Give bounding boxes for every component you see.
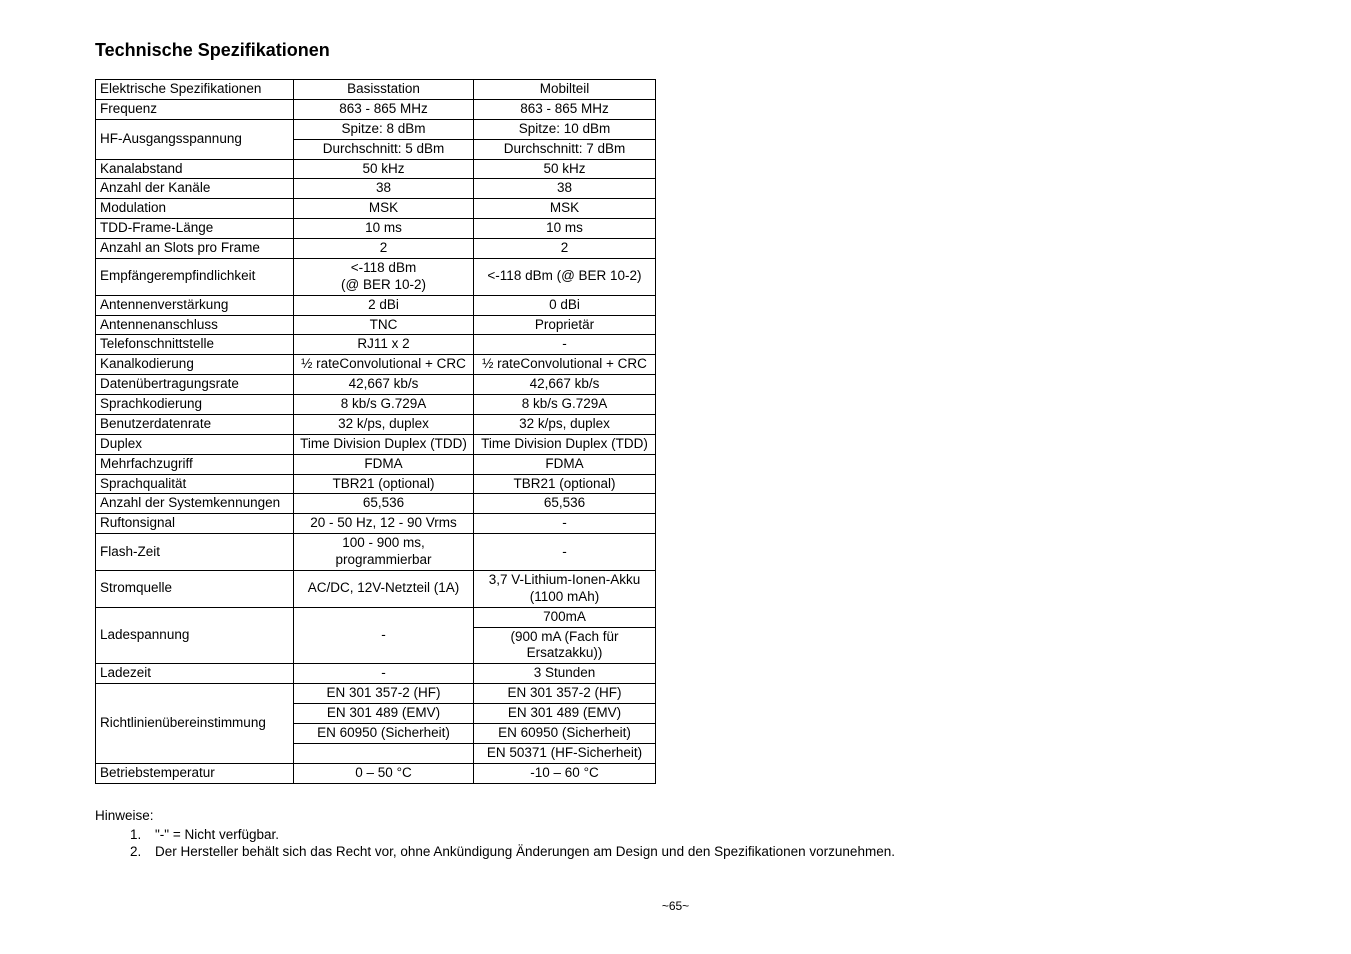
cell-base: EN 60950 (Sicherheit) xyxy=(294,723,474,743)
row-label: Ladespannung xyxy=(96,607,294,664)
note-item: Der Hersteller behält sich das Recht vor… xyxy=(145,844,1256,859)
cell-base: <-118 dBm(@ BER 10-2) xyxy=(294,258,474,295)
cell-base: Durchschnitt: 5 dBm xyxy=(294,139,474,159)
cell-mobile: 10 ms xyxy=(474,219,656,239)
row-label: Betriebstemperatur xyxy=(96,763,294,783)
row-label: Telefonschnittstelle xyxy=(96,335,294,355)
row-label: Benutzerdatenrate xyxy=(96,414,294,434)
cell-base: FDMA xyxy=(294,454,474,474)
row-label: TDD-Frame-Länge xyxy=(96,219,294,239)
cell-mobile: 32 k/ps, duplex xyxy=(474,414,656,434)
row-label: Anzahl der Kanäle xyxy=(96,179,294,199)
row-label: Ruftonsignal xyxy=(96,514,294,534)
row-label: Kanalkodierung xyxy=(96,355,294,375)
cell-base: 65,536 xyxy=(294,494,474,514)
cell-mobile: Proprietär xyxy=(474,315,656,335)
cell-base: EN 301 489 (EMV) xyxy=(294,704,474,724)
row-label: Kanalabstand xyxy=(96,159,294,179)
header-label: Elektrische Spezifikationen xyxy=(96,80,294,100)
row-label: Antennenanschluss xyxy=(96,315,294,335)
cell-base xyxy=(294,743,474,763)
cell-mobile: - xyxy=(474,514,656,534)
header-col: Basisstation xyxy=(294,80,474,100)
row-label: Anzahl der Systemkennungen xyxy=(96,494,294,514)
cell-base: ½ rateConvolutional + CRC xyxy=(294,355,474,375)
cell-base: Time Division Duplex (TDD) xyxy=(294,434,474,454)
cell-base: - xyxy=(294,664,474,684)
cell-base: 38 xyxy=(294,179,474,199)
cell-base: 0 – 50 °C xyxy=(294,763,474,783)
cell-base: TBR21 (optional) xyxy=(294,474,474,494)
cell-mobile: <-118 dBm (@ BER 10-2) xyxy=(474,258,656,295)
cell-mobile: 2 xyxy=(474,239,656,259)
cell-mobile: (900 mA (Fach für Ersatzakku)) xyxy=(474,627,656,664)
row-label: Flash-Zeit xyxy=(96,534,294,571)
notes-section: Hinweise: "-" = Nicht verfügbar. Der Her… xyxy=(95,808,1256,859)
row-label: HF-Ausgangsspannung xyxy=(96,119,294,159)
cell-base: 8 kb/s G.729A xyxy=(294,395,474,415)
cell-mobile: EN 301 489 (EMV) xyxy=(474,704,656,724)
cell-mobile: TBR21 (optional) xyxy=(474,474,656,494)
cell-mobile: - xyxy=(474,335,656,355)
cell-mobile: - xyxy=(474,534,656,571)
cell-mobile: 3,7 V-Lithium-Ionen-Akku (1100 mAh) xyxy=(474,570,656,607)
cell-mobile: 700mA xyxy=(474,607,656,627)
cell-mobile: Durchschnitt: 7 dBm xyxy=(474,139,656,159)
cell-mobile: EN 50371 (HF-Sicherheit) xyxy=(474,743,656,763)
notes-heading: Hinweise: xyxy=(95,808,1256,823)
row-label: Datenübertragungsrate xyxy=(96,375,294,395)
cell-base: RJ11 x 2 xyxy=(294,335,474,355)
cell-base: 50 kHz xyxy=(294,159,474,179)
cell-mobile: ½ rateConvolutional + CRC xyxy=(474,355,656,375)
spec-table: Elektrische SpezifikationenBasisstationM… xyxy=(95,79,656,784)
row-label: Mehrfachzugriff xyxy=(96,454,294,474)
cell-base: EN 301 357-2 (HF) xyxy=(294,684,474,704)
cell-mobile: FDMA xyxy=(474,454,656,474)
cell-base: 42,667 kb/s xyxy=(294,375,474,395)
cell-base: 20 - 50 Hz, 12 - 90 Vrms xyxy=(294,514,474,534)
row-label: Ladezeit xyxy=(96,664,294,684)
cell-base: TNC xyxy=(294,315,474,335)
cell-mobile: 3 Stunden xyxy=(474,664,656,684)
cell-base: 32 k/ps, duplex xyxy=(294,414,474,434)
cell-base: 2 xyxy=(294,239,474,259)
row-label: Frequenz xyxy=(96,99,294,119)
cell-base: - xyxy=(294,607,474,664)
row-label: Empfängerempfindlichkeit xyxy=(96,258,294,295)
cell-base: 863 - 865 MHz xyxy=(294,99,474,119)
cell-base: 100 - 900 ms, programmierbar xyxy=(294,534,474,571)
row-label: Richtlinienübereinstimmung xyxy=(96,684,294,764)
cell-mobile: 50 kHz xyxy=(474,159,656,179)
header-col: Mobilteil xyxy=(474,80,656,100)
cell-base: AC/DC, 12V-Netzteil (1A) xyxy=(294,570,474,607)
cell-mobile: 8 kb/s G.729A xyxy=(474,395,656,415)
page-title: Technische Spezifikationen xyxy=(95,40,1256,61)
cell-mobile: -10 – 60 °C xyxy=(474,763,656,783)
row-label: Sprachqualität xyxy=(96,474,294,494)
row-label: Sprachkodierung xyxy=(96,395,294,415)
cell-mobile: 863 - 865 MHz xyxy=(474,99,656,119)
note-item: "-" = Nicht verfügbar. xyxy=(145,827,1256,842)
cell-mobile: 42,667 kb/s xyxy=(474,375,656,395)
cell-mobile: Spitze: 10 dBm xyxy=(474,119,656,139)
cell-base: 10 ms xyxy=(294,219,474,239)
cell-mobile: Time Division Duplex (TDD) xyxy=(474,434,656,454)
row-label: Anzahl an Slots pro Frame xyxy=(96,239,294,259)
cell-mobile: 65,536 xyxy=(474,494,656,514)
cell-base: 2 dBi xyxy=(294,295,474,315)
row-label: Modulation xyxy=(96,199,294,219)
row-label: Stromquelle xyxy=(96,570,294,607)
cell-mobile: EN 301 357-2 (HF) xyxy=(474,684,656,704)
page-number: ~65~ xyxy=(95,899,1256,913)
cell-mobile: 0 dBi xyxy=(474,295,656,315)
row-label: Duplex xyxy=(96,434,294,454)
cell-mobile: EN 60950 (Sicherheit) xyxy=(474,723,656,743)
cell-mobile: MSK xyxy=(474,199,656,219)
cell-base: MSK xyxy=(294,199,474,219)
cell-mobile: 38 xyxy=(474,179,656,199)
cell-base: Spitze: 8 dBm xyxy=(294,119,474,139)
row-label: Antennenverstärkung xyxy=(96,295,294,315)
